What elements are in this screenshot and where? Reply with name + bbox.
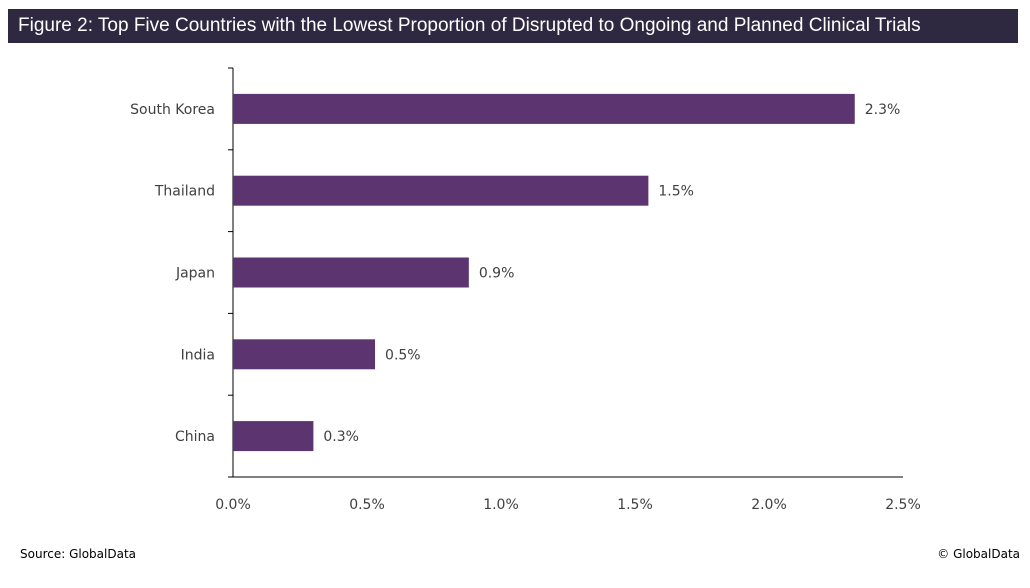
x-tick-label: 0.5% — [349, 497, 385, 513]
bar-south-korea — [233, 93, 855, 124]
bar-japan — [233, 257, 469, 288]
bar-india — [233, 339, 376, 370]
data-label: 1.5% — [658, 184, 694, 200]
bar-china — [233, 421, 314, 452]
data-label: 0.5% — [385, 347, 421, 363]
chart-title: Figure 2: Top Five Countries with the Lo… — [8, 9, 1018, 43]
category-label: India — [181, 347, 215, 363]
data-label: 0.9% — [479, 266, 515, 282]
category-label: South Korea — [130, 102, 215, 118]
copyright-note: © GlobalData — [937, 547, 1020, 561]
category-label: China — [175, 429, 215, 445]
x-tick-label: 0.0% — [215, 497, 251, 513]
x-tick-label: 2.0% — [751, 497, 787, 513]
category-label: Japan — [175, 266, 215, 282]
x-tick-label: 2.5% — [885, 497, 921, 513]
category-label: Thailand — [154, 184, 215, 200]
x-tick-label: 1.0% — [483, 497, 519, 513]
data-label: 0.3% — [323, 429, 359, 445]
bar-thailand — [233, 175, 649, 206]
source-note: Source: GlobalData — [20, 547, 137, 561]
x-tick-label: 1.5% — [617, 497, 653, 513]
data-label: 2.3% — [865, 102, 901, 118]
